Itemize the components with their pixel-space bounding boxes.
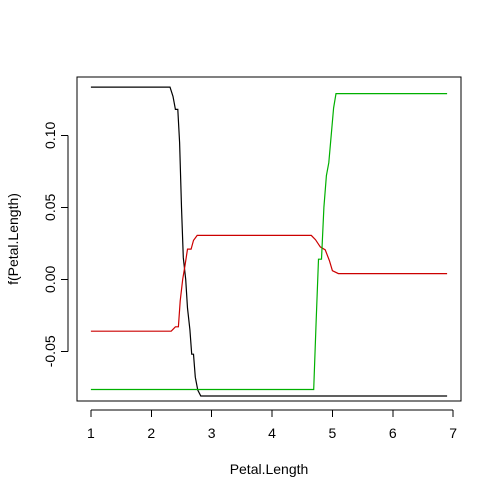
y-tick-label: 0.05 (42, 193, 58, 220)
x-tick-label: 2 (147, 425, 155, 441)
plot-frame (76, 76, 462, 402)
x-tick-label: 1 (87, 425, 95, 441)
y-tick-label: 0.00 (42, 265, 58, 292)
series-line-3 (90, 92, 448, 391)
y-tick-label: 0.10 (42, 121, 58, 148)
x-tick-label: 7 (449, 425, 457, 441)
y-axis: -0.05 0.00 0.05 0.10 (42, 121, 69, 367)
y-axis-label: f(Petal.Length) (5, 193, 21, 285)
series-line-1 (90, 86, 448, 397)
x-axis: 1 2 3 4 5 6 7 (87, 409, 457, 441)
x-tick-label: 5 (328, 425, 336, 441)
x-tick-label: 4 (268, 425, 276, 441)
y-tick-label: -0.05 (42, 335, 58, 367)
x-tick-label: 3 (208, 425, 216, 441)
series-group (90, 86, 448, 397)
x-tick-label: 6 (389, 425, 397, 441)
series-line-2 (90, 234, 448, 332)
x-axis-label: Petal.Length (230, 461, 309, 477)
